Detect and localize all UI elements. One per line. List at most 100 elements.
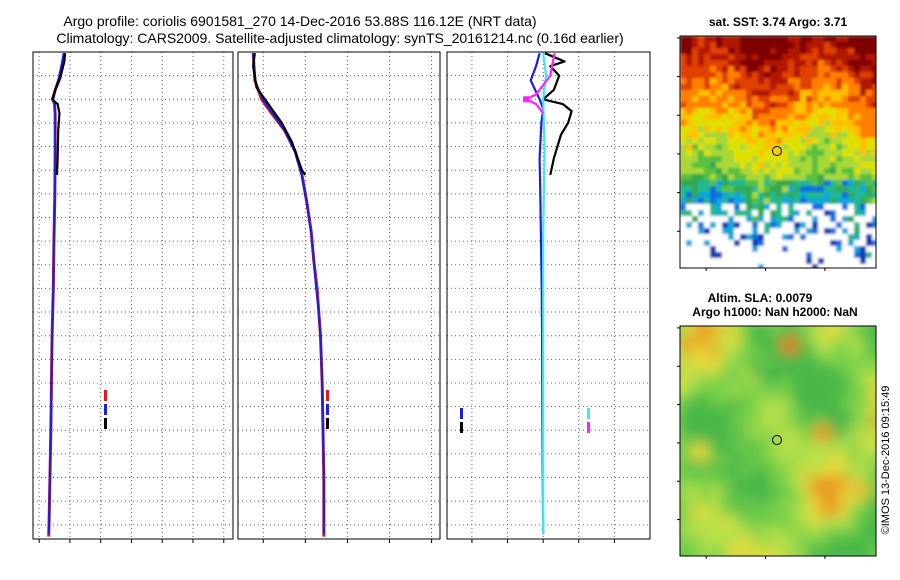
sla-cell	[710, 466, 721, 477]
sla-cell	[870, 446, 876, 457]
sst-cell	[848, 48, 855, 55]
sst-cell	[860, 78, 867, 85]
sst-cell	[680, 114, 687, 121]
sst-cell	[800, 72, 807, 79]
sst-cell	[716, 66, 723, 73]
sla-cell	[850, 446, 861, 457]
sst-cell	[860, 222, 867, 229]
sst-cell	[860, 54, 867, 61]
sst-cell	[716, 120, 723, 127]
sst-cell	[770, 222, 777, 229]
sla-cell	[780, 546, 791, 556]
plot-frame	[237, 51, 441, 540]
sst-cell	[764, 180, 771, 187]
sst-cell	[758, 156, 765, 163]
sst-cell	[776, 138, 783, 145]
sst-cell	[698, 240, 705, 247]
sst-cell	[866, 228, 873, 235]
sst-cell	[854, 150, 861, 157]
sla-cell	[810, 346, 821, 357]
sst-cell	[866, 264, 873, 268]
sst-cell	[806, 96, 813, 103]
sla-cell	[830, 516, 841, 527]
sst-cell	[794, 66, 801, 73]
sst-cell	[716, 108, 723, 115]
sst-cell	[692, 228, 699, 235]
sst-cell	[770, 126, 777, 133]
sst-cell	[704, 150, 711, 157]
sst-cell	[692, 252, 699, 259]
sla-cell	[780, 416, 791, 427]
sla-cell	[870, 376, 876, 387]
sla-cell	[850, 536, 861, 547]
sst-cell	[680, 264, 687, 268]
sst-cell	[812, 222, 819, 229]
sst-cell	[710, 138, 717, 145]
sst-cell	[836, 258, 843, 265]
sla-cell	[750, 436, 761, 447]
sst-cell	[800, 264, 807, 268]
imos-watermark: ©IMOS 13-Dec-2016 09:15:49	[880, 386, 892, 535]
sla-cell	[700, 436, 711, 447]
sst-cell	[818, 174, 825, 181]
sst-cell	[692, 210, 699, 217]
sla-cell	[780, 516, 791, 527]
sst-cell	[788, 162, 795, 169]
sla-cell	[820, 406, 831, 417]
sst-cell	[776, 198, 783, 205]
sst-cell	[758, 84, 765, 91]
sst-cell	[770, 108, 777, 115]
sst-cell	[806, 42, 813, 49]
sla-cell	[770, 356, 781, 367]
sst-cell	[812, 54, 819, 61]
sst-cell	[680, 258, 687, 265]
sla-cell	[740, 426, 751, 437]
sla-cell	[680, 446, 681, 457]
sst-cell	[770, 120, 777, 127]
sst-cell	[770, 192, 777, 199]
sst-map-panel: sat. SST: 3.74 Argo: 3.71	[677, 15, 877, 271]
sst-cell	[770, 36, 777, 43]
sst-cell	[794, 264, 801, 268]
sst-cell	[872, 240, 876, 247]
sst-cell	[716, 186, 723, 193]
sst-cell	[818, 78, 825, 85]
sla-cell	[860, 466, 871, 477]
sla-cell	[740, 366, 751, 377]
sst-cell	[752, 48, 759, 55]
sst-cell	[692, 234, 699, 241]
sla-cell	[690, 366, 701, 377]
sst-cell	[740, 126, 747, 133]
sla-cell	[710, 426, 721, 437]
sst-cell	[830, 96, 837, 103]
sla-cell	[680, 546, 691, 556]
sst-cell	[776, 66, 783, 73]
sla-cell	[720, 546, 731, 556]
sst-cell	[824, 180, 831, 187]
legend-swatch	[326, 390, 329, 401]
sst-cell	[866, 246, 873, 253]
sst-cell	[776, 186, 783, 193]
sst-cell	[794, 90, 801, 97]
sst-cell	[722, 36, 729, 43]
sst-cell	[848, 144, 855, 151]
sla-cell	[770, 456, 781, 467]
sst-cell	[770, 186, 777, 193]
sst-cell	[848, 198, 855, 205]
sst-cell	[794, 144, 801, 151]
sst-cell	[860, 180, 867, 187]
sst-cell	[722, 96, 729, 103]
sst-cell	[860, 48, 867, 55]
sst-cell	[872, 126, 876, 133]
sst-cell	[824, 192, 831, 199]
sst-cell	[830, 132, 837, 139]
sst-cell	[824, 144, 831, 151]
sst-cell	[830, 216, 837, 223]
sst-cell	[764, 96, 771, 103]
sst-cell	[860, 168, 867, 175]
sla-cell	[760, 486, 771, 497]
sst-cell	[704, 60, 711, 67]
sst-cell	[836, 204, 843, 211]
sst-cell	[806, 162, 813, 169]
sst-cell	[698, 132, 705, 139]
